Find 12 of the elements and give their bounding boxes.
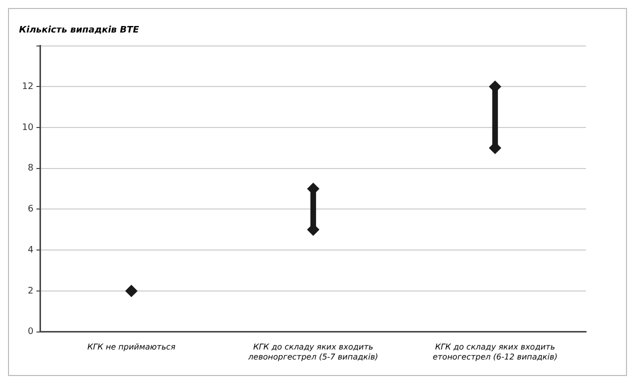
x-tick-label: КГК до складу яких входить етоногестрел (6-12 випадків) <box>432 342 558 362</box>
y-tick-label: 2 <box>28 286 34 296</box>
y-tick-label: 10 <box>22 122 34 133</box>
y-tick-label: 4 <box>28 245 34 256</box>
x-tick-label: КГК не приймаються <box>87 342 176 352</box>
x-tick-label: КГК до складу яких входить левоноргестрел (5-7 випадків) <box>247 342 378 362</box>
y-tick-label: 8 <box>28 164 34 174</box>
y-tick-label: 12 <box>22 82 34 92</box>
y-tick-label: 0 <box>28 327 34 338</box>
y-axis-title: Кількість випадків ВТЕ <box>19 26 140 36</box>
point <box>125 284 138 297</box>
y-tick-label: 6 <box>28 204 34 215</box>
